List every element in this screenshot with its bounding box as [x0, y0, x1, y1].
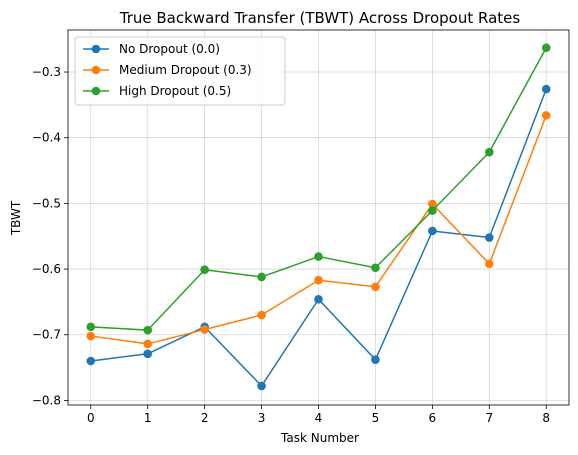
legend-marker: [91, 86, 101, 96]
legend: No Dropout (0.0) Medium Dropout (0.3) High…: [74, 36, 286, 106]
y-tick-label: −0.4: [32, 131, 61, 145]
data-point-high-dropout-0-5: [314, 252, 323, 261]
x-tick-label: 8: [542, 411, 550, 425]
y-tick-label: −0.6: [32, 262, 61, 276]
legend-marker: [91, 44, 101, 54]
data-point-high-dropout-0-5: [86, 322, 96, 332]
data-point-medium-dropout-0-3: [484, 259, 494, 269]
data-point-medium-dropout-0-3: [541, 111, 551, 120]
data-point-medium-dropout-0-3: [371, 282, 380, 292]
y-tick-label: −0.7: [32, 328, 61, 342]
legend-label: No Dropout (0.0): [119, 42, 220, 56]
x-tick-label: 6: [429, 411, 437, 425]
data-point-medium-dropout-0-3: [257, 310, 266, 320]
data-point-high-dropout-0-5: [371, 263, 380, 273]
x-axis-label: Task Number: [280, 431, 359, 445]
y-tick-label: −0.5: [32, 196, 61, 210]
y-axis-label: TBWT: [9, 200, 23, 236]
series-layer: [86, 43, 551, 391]
data-point-no-dropout-0-0: [484, 233, 494, 242]
legend-box: [74, 36, 286, 106]
data-point-medium-dropout-0-3: [428, 199, 437, 209]
data-point-no-dropout-0-0: [428, 226, 437, 236]
data-point-high-dropout-0-5: [143, 325, 153, 335]
data-point-no-dropout-0-0: [86, 356, 96, 366]
legend-item-no-dropout-0-0: No Dropout (0.0): [83, 42, 220, 56]
x-tick-label: 1: [144, 411, 152, 425]
data-point-high-dropout-0-5: [484, 147, 494, 157]
x-tick-label: 0: [87, 411, 95, 425]
data-point-no-dropout-0-0: [314, 294, 323, 304]
series-no-dropout-0-0: [86, 84, 551, 391]
x-tick-label: 3: [258, 411, 266, 425]
data-point-high-dropout-0-5: [541, 43, 551, 53]
data-point-high-dropout-0-5: [428, 206, 437, 215]
legend-label: High Dropout (0.5): [119, 84, 231, 98]
series-medium-dropout-0-3: [86, 111, 551, 349]
data-point-high-dropout-0-5: [200, 265, 209, 275]
series-high-dropout-0-5: [86, 43, 551, 335]
chart-title: True Backward Transfer (TBWT) Across Dro…: [119, 9, 521, 27]
data-point-high-dropout-0-5: [257, 272, 266, 282]
x-tick-label: 2: [201, 411, 209, 425]
data-point-no-dropout-0-0: [371, 355, 380, 364]
data-point-medium-dropout-0-3: [200, 325, 209, 334]
x-tick-label: 5: [372, 411, 380, 425]
legend-marker: [91, 65, 101, 75]
legend-label: Medium Dropout (0.3): [119, 63, 252, 77]
x-tick-label: 7: [485, 411, 493, 425]
data-point-medium-dropout-0-3: [143, 339, 153, 349]
legend-item-high-dropout-0-5: High Dropout (0.5): [83, 84, 231, 98]
y-tick-label: −0.8: [32, 393, 61, 407]
data-point-medium-dropout-0-3: [86, 331, 96, 341]
data-point-medium-dropout-0-3: [314, 275, 323, 285]
x-tick-label: 4: [315, 411, 323, 425]
data-point-no-dropout-0-0: [257, 381, 266, 391]
y-tick-label: −0.3: [32, 65, 61, 79]
data-point-no-dropout-0-0: [541, 84, 551, 94]
data-point-no-dropout-0-0: [143, 349, 153, 359]
ticks-layer: 0 1 2 3 4 5 6 7 8 −0.8 −0.7 −0.6 −0.5 −0.4 −0.3: [32, 65, 550, 425]
legend-item-medium-dropout-0-3: Medium Dropout (0.3): [83, 63, 252, 77]
